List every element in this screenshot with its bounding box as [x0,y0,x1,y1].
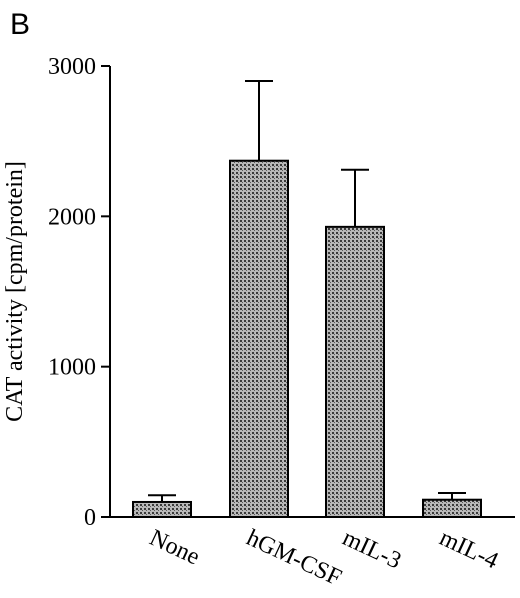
y-tick-label: 0 [84,505,96,531]
category-label: mIL-4 [435,525,502,574]
bars [132,80,482,519]
bar [422,498,482,519]
category-label: None [145,525,203,571]
bar [325,225,385,519]
category-label: mIL-3 [338,525,405,574]
panel-label: B [10,8,30,41]
category-label: hGM-CSF [242,525,345,591]
y-axis-title: CAT activity [cpm/protein] [2,161,28,422]
y-tick-label: 3000 [48,54,96,80]
bar [229,159,289,519]
bar [132,500,192,519]
y-tick-label: 1000 [48,355,96,381]
y-tick-label: 2000 [48,204,96,230]
axes [101,65,515,518]
